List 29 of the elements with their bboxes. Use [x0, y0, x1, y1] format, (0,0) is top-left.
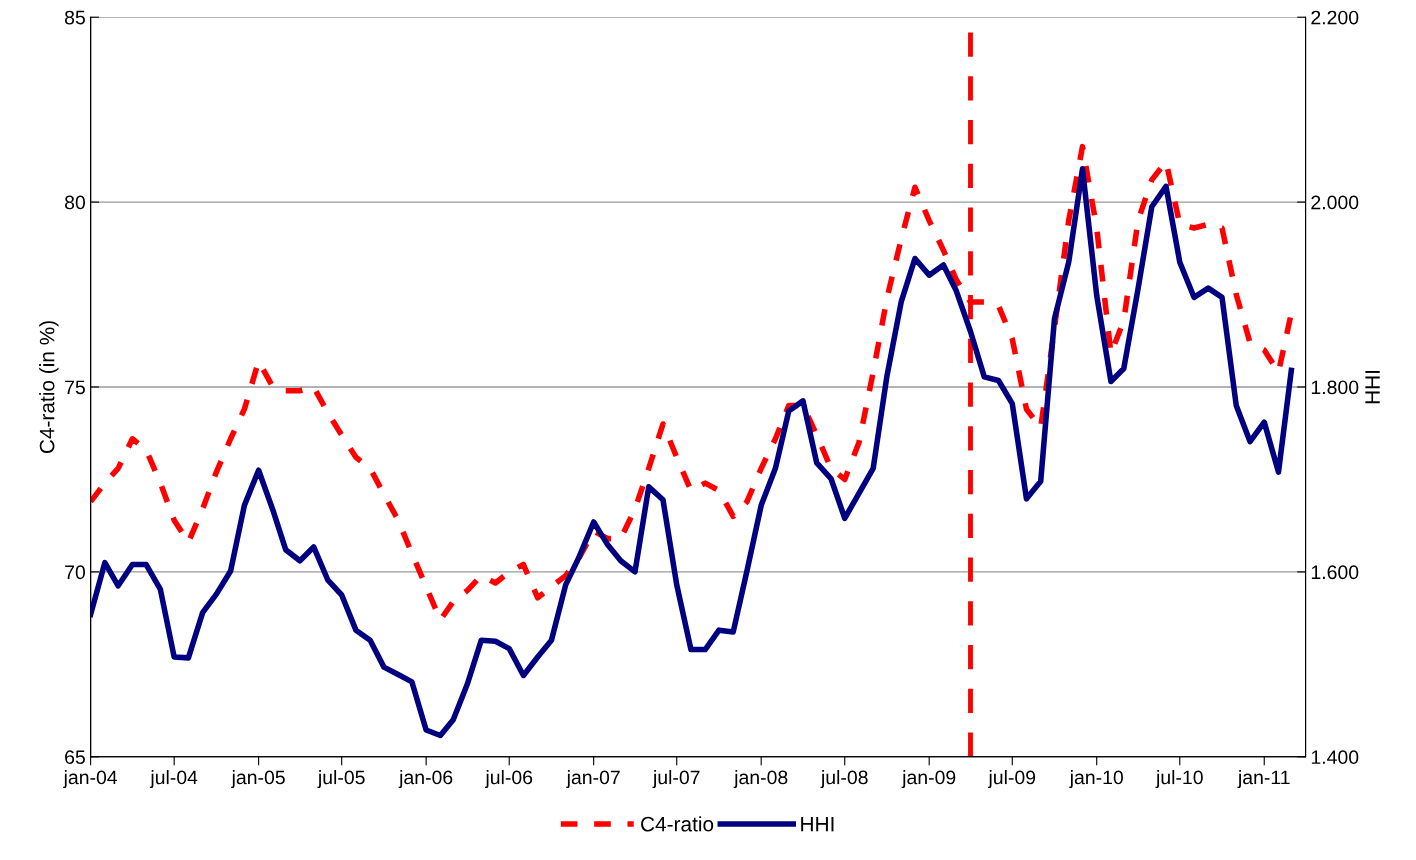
x-tick-label: jul-07	[652, 769, 700, 789]
x-tick-label: jan-10	[1069, 769, 1123, 789]
y-axis-title: C4-ratio (in %)	[39, 321, 59, 454]
x-tick-label: jan-04	[63, 769, 118, 789]
y-tick-label: 80	[64, 195, 85, 210]
y2-axis-title: HHI	[1365, 370, 1380, 404]
y-tick-label: 65	[65, 750, 85, 765]
y2-tick-label: 2.000	[1311, 195, 1359, 210]
y2-tick-label: 1.600	[1311, 565, 1359, 580]
x-tick-label: jul-10	[1155, 769, 1203, 789]
x-tick-label: jul-05	[317, 769, 365, 789]
x-tick-label: jan-09	[901, 769, 956, 789]
x-tick-label: jan-07	[566, 769, 620, 789]
y2-tick-label: 1.800	[1311, 380, 1359, 395]
legend-label: C4-ratio	[641, 816, 714, 832]
y2-tick-label: 1.400	[1311, 750, 1359, 765]
x-tick-label: jul-04	[149, 769, 198, 789]
x-tick-label: jul-08	[820, 769, 868, 789]
legend-label: HHI	[801, 816, 834, 832]
y-tick-label: 85	[64, 10, 85, 25]
y2-tick-label: 2.200	[1311, 10, 1359, 25]
x-tick-label: jul-06	[484, 769, 533, 789]
y-tick-label: 70	[65, 565, 85, 580]
x-tick-label: jan-11	[1237, 769, 1290, 789]
x-tick-label: jan-08	[733, 769, 788, 789]
x-tick-label: jul-09	[988, 769, 1036, 789]
x-tick-label: jan-05	[231, 769, 285, 789]
y-tick-label: 75	[65, 380, 85, 395]
x-tick-label: jan-06	[398, 769, 453, 789]
